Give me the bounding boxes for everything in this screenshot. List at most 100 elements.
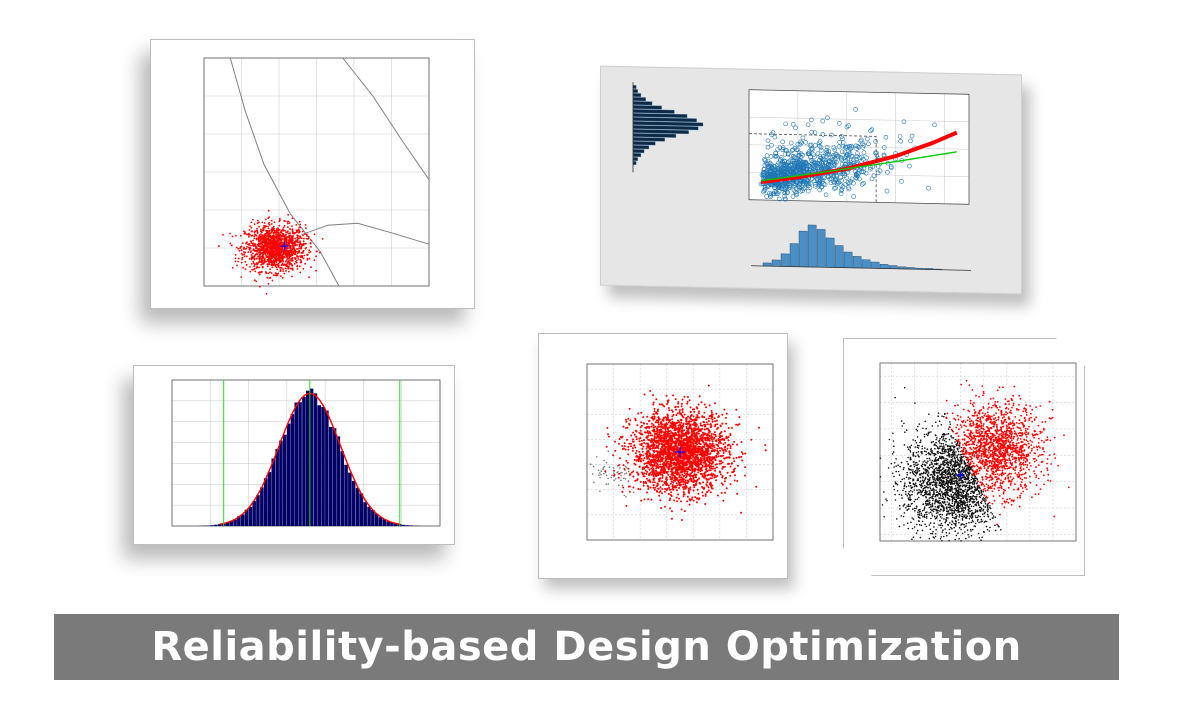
data-point (241, 258, 243, 261)
data-point (242, 254, 244, 256)
data-point (831, 172, 837, 178)
data-point (705, 451, 708, 454)
data-point (284, 237, 286, 240)
data-point (632, 491, 635, 494)
data-point (657, 425, 660, 428)
data-point (247, 251, 250, 254)
data-point (304, 224, 307, 226)
data-point (268, 277, 271, 279)
data-point (707, 460, 710, 463)
data-point (275, 237, 278, 240)
data-point (281, 238, 284, 240)
data-point (647, 438, 650, 441)
data-point (260, 235, 263, 238)
data-point (711, 440, 714, 443)
data-point (691, 418, 694, 421)
data-point (681, 445, 684, 448)
data-point (266, 245, 269, 248)
data-point (699, 435, 702, 438)
data-point (235, 234, 237, 237)
data-point (646, 426, 649, 429)
data-point (240, 252, 243, 255)
data-point (696, 443, 699, 446)
data-point (602, 468, 604, 470)
data-point (651, 422, 653, 425)
data-point (631, 449, 634, 452)
limit-state-curve (342, 57, 430, 180)
data-point (297, 241, 300, 244)
data-point (271, 261, 273, 263)
data-point (258, 258, 261, 261)
marginal-x-bar (870, 261, 880, 269)
data-point (276, 250, 279, 253)
data-point (679, 434, 682, 437)
data-point (792, 145, 798, 151)
data-point (302, 240, 305, 243)
data-point (273, 246, 276, 249)
data-point (608, 466, 611, 468)
data-point (274, 274, 276, 277)
data-point (655, 412, 658, 415)
data-point (839, 149, 845, 155)
data-point (287, 270, 290, 273)
data-point (603, 459, 605, 462)
data-point (729, 465, 732, 468)
data-point (259, 257, 262, 260)
data-point (635, 435, 638, 438)
data-point (638, 437, 641, 440)
data-point (318, 251, 321, 254)
data-point (714, 425, 716, 428)
data-point (718, 470, 721, 473)
data-point (776, 184, 781, 190)
data-point (623, 468, 626, 470)
data-point (679, 423, 682, 426)
data-point (885, 169, 890, 175)
data-point (711, 477, 713, 480)
data-point (686, 400, 689, 403)
data-point (240, 245, 243, 248)
data-point (263, 235, 266, 237)
data-point (268, 224, 271, 226)
data-point (274, 248, 276, 250)
data-point (655, 475, 657, 478)
data-point (258, 237, 261, 240)
data-point (709, 426, 712, 429)
histogram-bar (279, 440, 283, 526)
data-point (638, 456, 641, 459)
data-point (901, 119, 907, 125)
data-point (673, 499, 676, 502)
data-point (621, 445, 624, 447)
data-point (234, 254, 237, 256)
data-point (301, 255, 304, 258)
data-point (654, 486, 657, 489)
data-point (676, 449, 679, 452)
data-point (709, 469, 712, 472)
data-point (282, 226, 285, 229)
data-point (761, 171, 766, 176)
data-point (229, 242, 232, 245)
data-point (307, 235, 310, 238)
data-point (248, 235, 250, 238)
data-point (637, 458, 640, 461)
data-point (268, 258, 271, 261)
histogram-bar (336, 436, 341, 526)
data-point (598, 474, 600, 476)
data-point (822, 157, 828, 163)
data-point (845, 180, 851, 185)
data-point (250, 240, 253, 243)
data-point (289, 258, 292, 260)
histogram-bar (382, 519, 387, 526)
data-point (630, 442, 632, 445)
data-point (685, 466, 688, 469)
data-point (855, 151, 860, 156)
data-point (626, 461, 629, 464)
data-point (291, 275, 293, 278)
data-point (696, 407, 699, 410)
data-point (239, 247, 241, 250)
data-point (252, 249, 255, 252)
data-point (716, 428, 718, 430)
data-point (625, 459, 628, 462)
data-point (635, 449, 638, 452)
data-point (764, 449, 767, 452)
data-point (707, 384, 710, 387)
